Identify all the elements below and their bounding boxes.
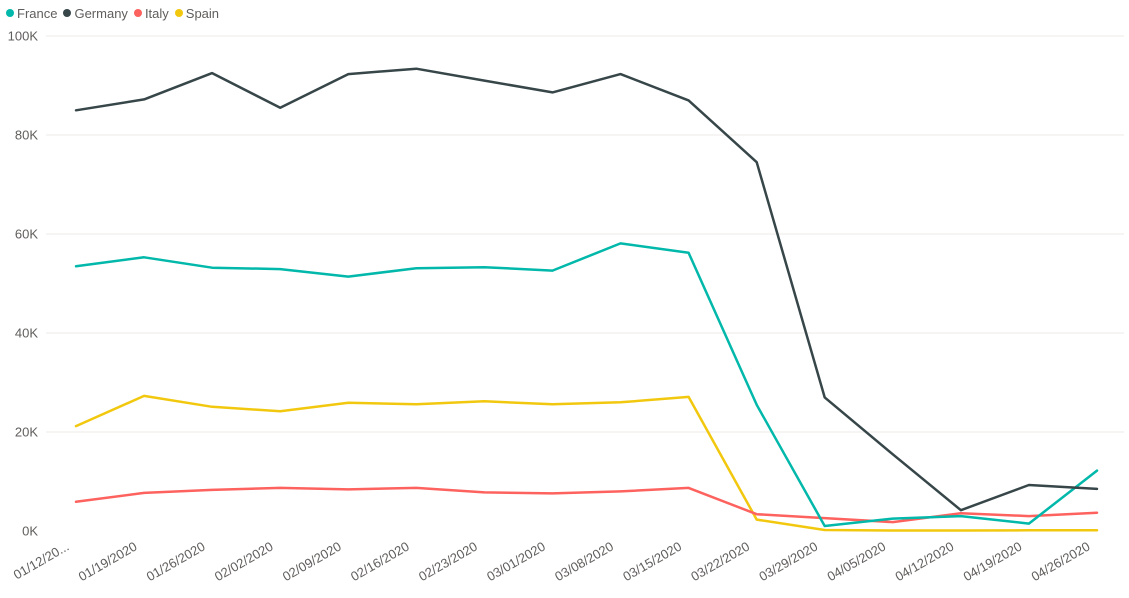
x-tick-label: 01/19/2020: [76, 539, 140, 585]
legend-marker: [63, 9, 72, 17]
x-tick-label: 04/26/2020: [1029, 539, 1093, 585]
y-tick-label: 80K: [15, 128, 38, 143]
series-lines: [74, 67, 1099, 532]
x-tick-label: 03/22/2020: [688, 539, 752, 585]
series-line-spain[interactable]: [74, 394, 1099, 532]
legend-item-france[interactable]: France: [6, 6, 57, 21]
chart-legend: France Germany Italy Spain: [6, 5, 219, 21]
y-tick-label: 40K: [15, 326, 38, 341]
legend-marker: [133, 9, 142, 17]
legend-label: France: [17, 5, 58, 21]
x-tick-label: 03/29/2020: [756, 539, 820, 585]
legend-label: Germany: [74, 5, 128, 21]
legend-marker: [6, 9, 14, 17]
series-line-france[interactable]: [74, 242, 1099, 528]
legend-item-spain[interactable]: Spain: [174, 5, 220, 21]
x-tick-label: 01/12/20...: [11, 539, 72, 583]
x-tick-label: 04/19/2020: [961, 539, 1025, 585]
y-tick-label: 100K: [8, 29, 39, 44]
legend-label: Spain: [185, 5, 220, 21]
y-tick-label: 0K: [22, 524, 38, 539]
x-tick-label: 01/26/2020: [144, 539, 208, 585]
x-tick-label: 04/05/2020: [824, 539, 888, 585]
x-tick-label: 03/15/2020: [620, 539, 684, 585]
gridlines: [46, 35, 1124, 433]
series-line-germany[interactable]: [74, 67, 1099, 512]
y-tick-label: 60K: [15, 227, 38, 242]
legend-label: Italy: [144, 5, 169, 21]
legend-item-italy[interactable]: Italy: [133, 5, 169, 21]
x-tick-label: 02/02/2020: [212, 539, 276, 585]
legend-marker: [174, 9, 183, 17]
x-tick-label: 03/01/2020: [484, 539, 548, 585]
x-tick-label: 02/16/2020: [348, 539, 412, 585]
legend-item-germany[interactable]: Germany: [63, 5, 128, 21]
x-tick-label: 02/23/2020: [416, 539, 480, 585]
x-tick-label: 02/09/2020: [280, 539, 344, 585]
y-axis-ticks: 0K 20K 40K 60K 80K 100K: [8, 29, 39, 539]
x-axis-ticks: 01/12/20... 01/19/2020 01/26/2020 02/02/202…: [11, 539, 1093, 585]
y-tick-label: 20K: [15, 425, 38, 440]
x-tick-label: 04/12/2020: [893, 539, 957, 585]
x-tick-label: 03/08/2020: [552, 539, 616, 585]
